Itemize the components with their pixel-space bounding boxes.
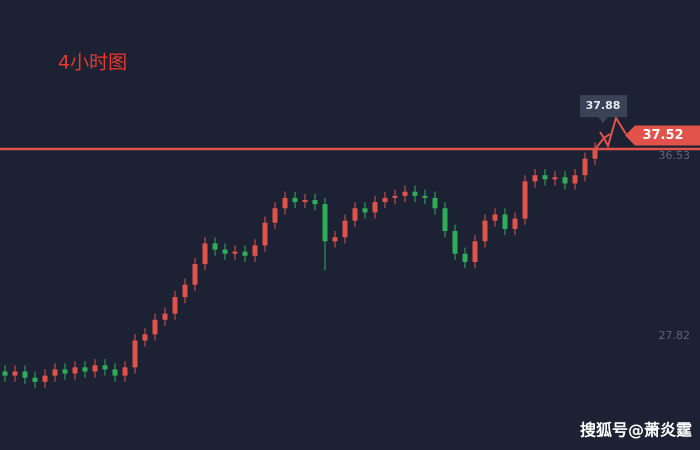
candle-body [32,377,38,382]
candle-body [302,200,308,203]
candle-body [352,208,358,221]
candle-body [322,204,328,242]
candle-body [412,191,418,196]
candle-body [112,369,118,376]
watermark: 搜狐号@萧炎霆 [580,421,692,440]
candle-body [122,367,128,376]
candle-body [402,191,408,196]
candle-body [372,202,378,213]
candle-body [532,175,538,182]
candle-body [362,208,368,213]
candle-body [72,367,78,374]
candle-body [2,371,8,376]
candle-body [512,218,518,229]
candle-body [332,237,338,242]
candle-body [472,241,478,262]
candle-body [342,220,348,238]
candle-body [442,208,448,231]
candle-body [502,214,508,229]
candle-body [232,251,238,254]
candle-body [62,369,68,374]
price-tag [625,125,700,146]
candle-body [382,197,388,203]
candle-body [552,177,558,180]
candle-body [172,297,178,314]
high-marker-label: 37.88 [586,99,621,112]
candle-body [462,253,468,262]
candle-body [22,371,28,378]
candle-body [272,208,278,223]
candle-body [422,195,428,198]
y-tick-label: 27.82 [659,329,691,342]
candle-body [542,175,548,180]
drawn-arrow-head [599,131,611,140]
candle-body [292,197,298,203]
candle-body [582,158,588,176]
candle-body [12,371,18,376]
candle-body [52,369,58,376]
candle-body [192,264,198,285]
candle-body [82,367,88,372]
candle-body [262,222,268,246]
drawn-arrow [595,115,627,149]
chart-title: 4小时图 [58,52,127,74]
candle-body [142,334,148,341]
candle-body [242,251,248,256]
candle-body [152,319,158,335]
candle-body [432,197,438,209]
candle-body [42,375,48,382]
candle-body [572,175,578,184]
candle-body [282,197,288,209]
candle-body [102,365,108,370]
candle-body [482,220,488,242]
price-tag-label: 37.52 [642,128,683,143]
candle-body [392,195,398,198]
candle-body [182,284,188,298]
candle-body [452,230,458,254]
candle-body [202,243,208,265]
candle-body [522,181,528,219]
candle-body [92,365,98,372]
y-tick-label: 36.53 [659,149,691,162]
candle-body [212,243,218,250]
candle-body [252,245,258,256]
candle-body [562,177,568,184]
candle-body [492,214,498,221]
candle-body [132,340,138,368]
candle-body [162,313,168,320]
high-marker-box [580,95,627,124]
candle-body [312,200,318,205]
candle-body [592,148,598,159]
candle-body [222,249,228,254]
